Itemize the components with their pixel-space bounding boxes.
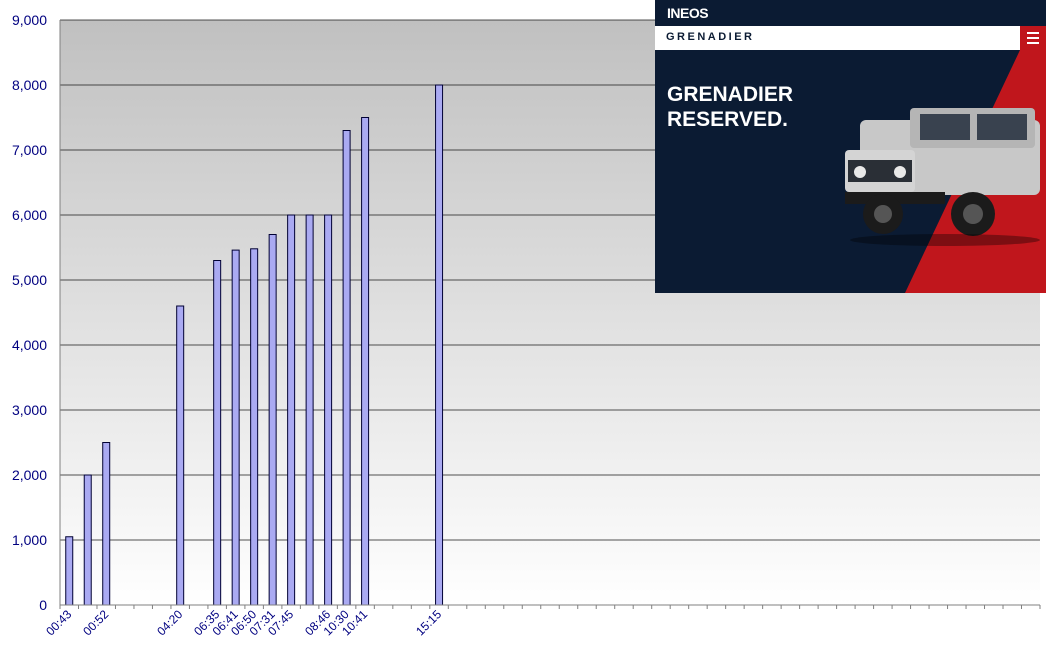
bar [268,234,277,606]
ad-headline-line1: GRENADIER [667,83,794,106]
y-tick-label: 5,000 [12,272,47,288]
bar [83,474,92,606]
ad-headline-line2: RESERVED. [667,108,788,131]
bar [361,117,370,606]
grenadier-logo: GRENADIER [666,31,755,43]
x-tick-label: 15:15 [413,607,444,638]
bar [287,214,296,606]
ineos-logo: INEOS [667,5,709,21]
y-tick-label: 0 [39,597,47,613]
x-tick-label: 00:52 [80,607,111,638]
ad-graphic [845,50,1046,293]
bar [324,214,333,606]
ad-navbar: GRENADIER [655,26,1020,50]
ad-headline: GRENADIER RESERVED. [667,82,793,132]
bar [305,214,314,606]
ad-topbar: INEOS [655,0,1046,26]
y-tick-label: 7,000 [12,142,47,158]
y-tick-label: 3,000 [12,402,47,418]
x-tick-label: 04:20 [154,607,185,638]
bar [250,248,259,606]
hamburger-menu-icon[interactable] [1020,26,1046,50]
bar [213,260,222,606]
y-tick-label: 8,000 [12,77,47,93]
bar [102,442,111,606]
bar [231,249,240,606]
y-tick-label: 2,000 [12,467,47,483]
y-tick-label: 9,000 [12,12,47,28]
bar [435,84,444,606]
bar [176,305,185,606]
x-tick-label: 00:43 [43,607,74,638]
y-tick-label: 4,000 [12,337,47,353]
vehicle-image [845,108,1040,246]
y-tick-label: 6,000 [12,207,47,223]
bar [65,536,74,606]
y-tick-label: 1,000 [12,532,47,548]
bar [342,130,351,606]
grenadier-ad-banner[interactable]: INEOS GRENADIER GRENADIER RESERVED. [655,0,1046,293]
